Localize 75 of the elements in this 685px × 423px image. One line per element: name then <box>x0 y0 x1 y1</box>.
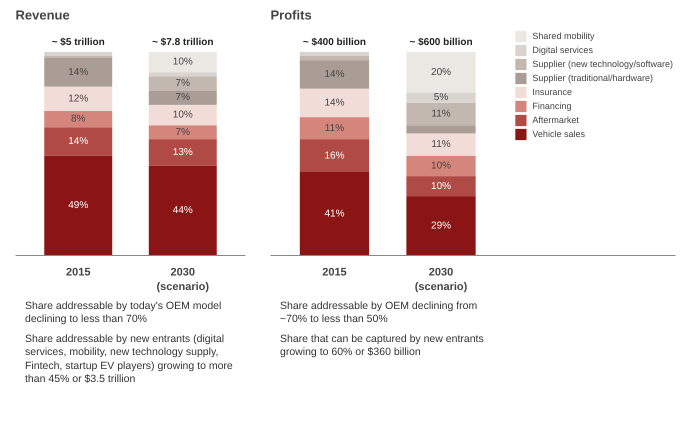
data-label: 14% <box>68 136 88 147</box>
data-label: 5% <box>434 92 448 104</box>
bar <box>44 52 112 56</box>
text: Share addressable by OEM declining from ~70% to less than 50% <box>280 300 478 326</box>
x-tick-label: 2030 (scenario) <box>156 266 210 293</box>
x-tick-label: 2030 (scenario) <box>414 266 468 293</box>
bar <box>300 88 370 118</box>
text: Share addressable by today's OEM model declining to less than 70% <box>25 300 222 326</box>
legend-label: Aftermarket <box>532 114 579 127</box>
bar <box>148 72 217 76</box>
bar <box>148 139 217 166</box>
bar <box>44 156 112 256</box>
bar <box>148 76 217 91</box>
bar <box>300 139 370 172</box>
bar <box>148 125 217 140</box>
data-label: 11% <box>431 108 451 120</box>
bar <box>406 125 476 134</box>
data-label: 7% <box>176 78 190 89</box>
legend-label: Insurance <box>532 86 572 99</box>
legend-label: Financing <box>532 100 572 113</box>
bar <box>406 176 476 196</box>
annotation: ~ $7.8 trillion <box>152 36 214 48</box>
data-label: 14% <box>324 97 345 108</box>
data-label: 41% <box>324 208 345 220</box>
bar <box>406 133 476 156</box>
annotation: ~ $400 billion <box>302 36 366 48</box>
legend-label: Digital services <box>532 44 593 57</box>
data-label: 10% <box>172 110 193 121</box>
legend-label: Shared mobility <box>532 30 594 43</box>
data-label: 20% <box>431 66 452 78</box>
annotation: ~ $600 billion <box>409 36 473 48</box>
chart-title: Profits <box>270 8 312 22</box>
bar <box>300 52 370 56</box>
text: Share addressable by new entrants (digital services, mobility, new technology supply, Fintech, startup EV players) growing to more than 45% or $3.5 trillion <box>25 333 234 386</box>
data-label: 8% <box>71 114 86 125</box>
data-label: 10% <box>172 56 193 68</box>
data-label: 13% <box>172 147 193 158</box>
x-tick-label: 2015 <box>66 266 90 278</box>
data-label: 11% <box>324 122 344 134</box>
bar <box>300 172 370 256</box>
data-label: 14% <box>324 68 345 80</box>
bar <box>44 58 112 87</box>
bar <box>44 86 112 111</box>
bar <box>406 156 476 176</box>
annotation: ~ $5 trillion <box>52 36 105 48</box>
bar <box>44 127 112 156</box>
data-label: 7% <box>176 92 190 104</box>
bar <box>406 92 476 103</box>
legend-label: Vehicle sales <box>532 128 585 141</box>
data-label: 7% <box>176 126 190 138</box>
bar <box>300 117 370 140</box>
bar <box>44 110 112 128</box>
bar <box>148 104 217 126</box>
bar <box>300 60 370 89</box>
chart-title: Revenue <box>16 8 70 22</box>
data-label: 49% <box>68 200 88 212</box>
bar <box>148 90 217 105</box>
text: Share that can be captured by new entrants growing to 60% or $360 billion <box>280 333 485 360</box>
bar <box>406 102 476 126</box>
legend-label: Supplier (new technology/software) <box>532 58 673 71</box>
bar <box>406 196 476 256</box>
data-label: 14% <box>68 66 88 78</box>
data-label: 12% <box>68 93 88 104</box>
bar <box>406 52 476 93</box>
data-label: 16% <box>324 150 345 162</box>
data-label: 29% <box>431 220 452 232</box>
x-tick-label: 2015 <box>322 266 347 278</box>
data-label: 10% <box>431 160 452 172</box>
bar <box>148 52 217 72</box>
data-label: 10% <box>431 180 452 192</box>
legend-label: Supplier (traditional/hardware) <box>532 72 653 85</box>
bar <box>300 56 370 60</box>
data-label: 44% <box>172 205 193 216</box>
bar <box>148 166 217 256</box>
data-label: 11% <box>431 139 451 150</box>
